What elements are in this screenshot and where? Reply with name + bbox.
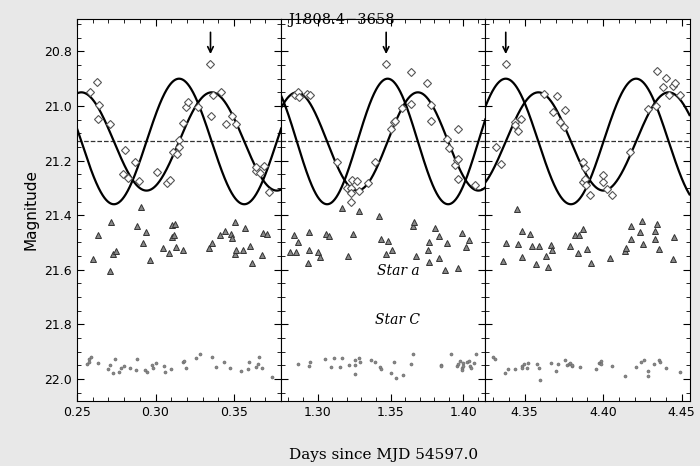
Text: Days since MJD 54597.0: Days since MJD 54597.0 [289, 448, 478, 462]
Text: J1808.4−3658: J1808.4−3658 [288, 13, 395, 27]
Y-axis label: Magnitude: Magnitude [24, 169, 38, 250]
Text: Star a: Star a [377, 264, 419, 278]
Text: Star C: Star C [375, 313, 420, 327]
